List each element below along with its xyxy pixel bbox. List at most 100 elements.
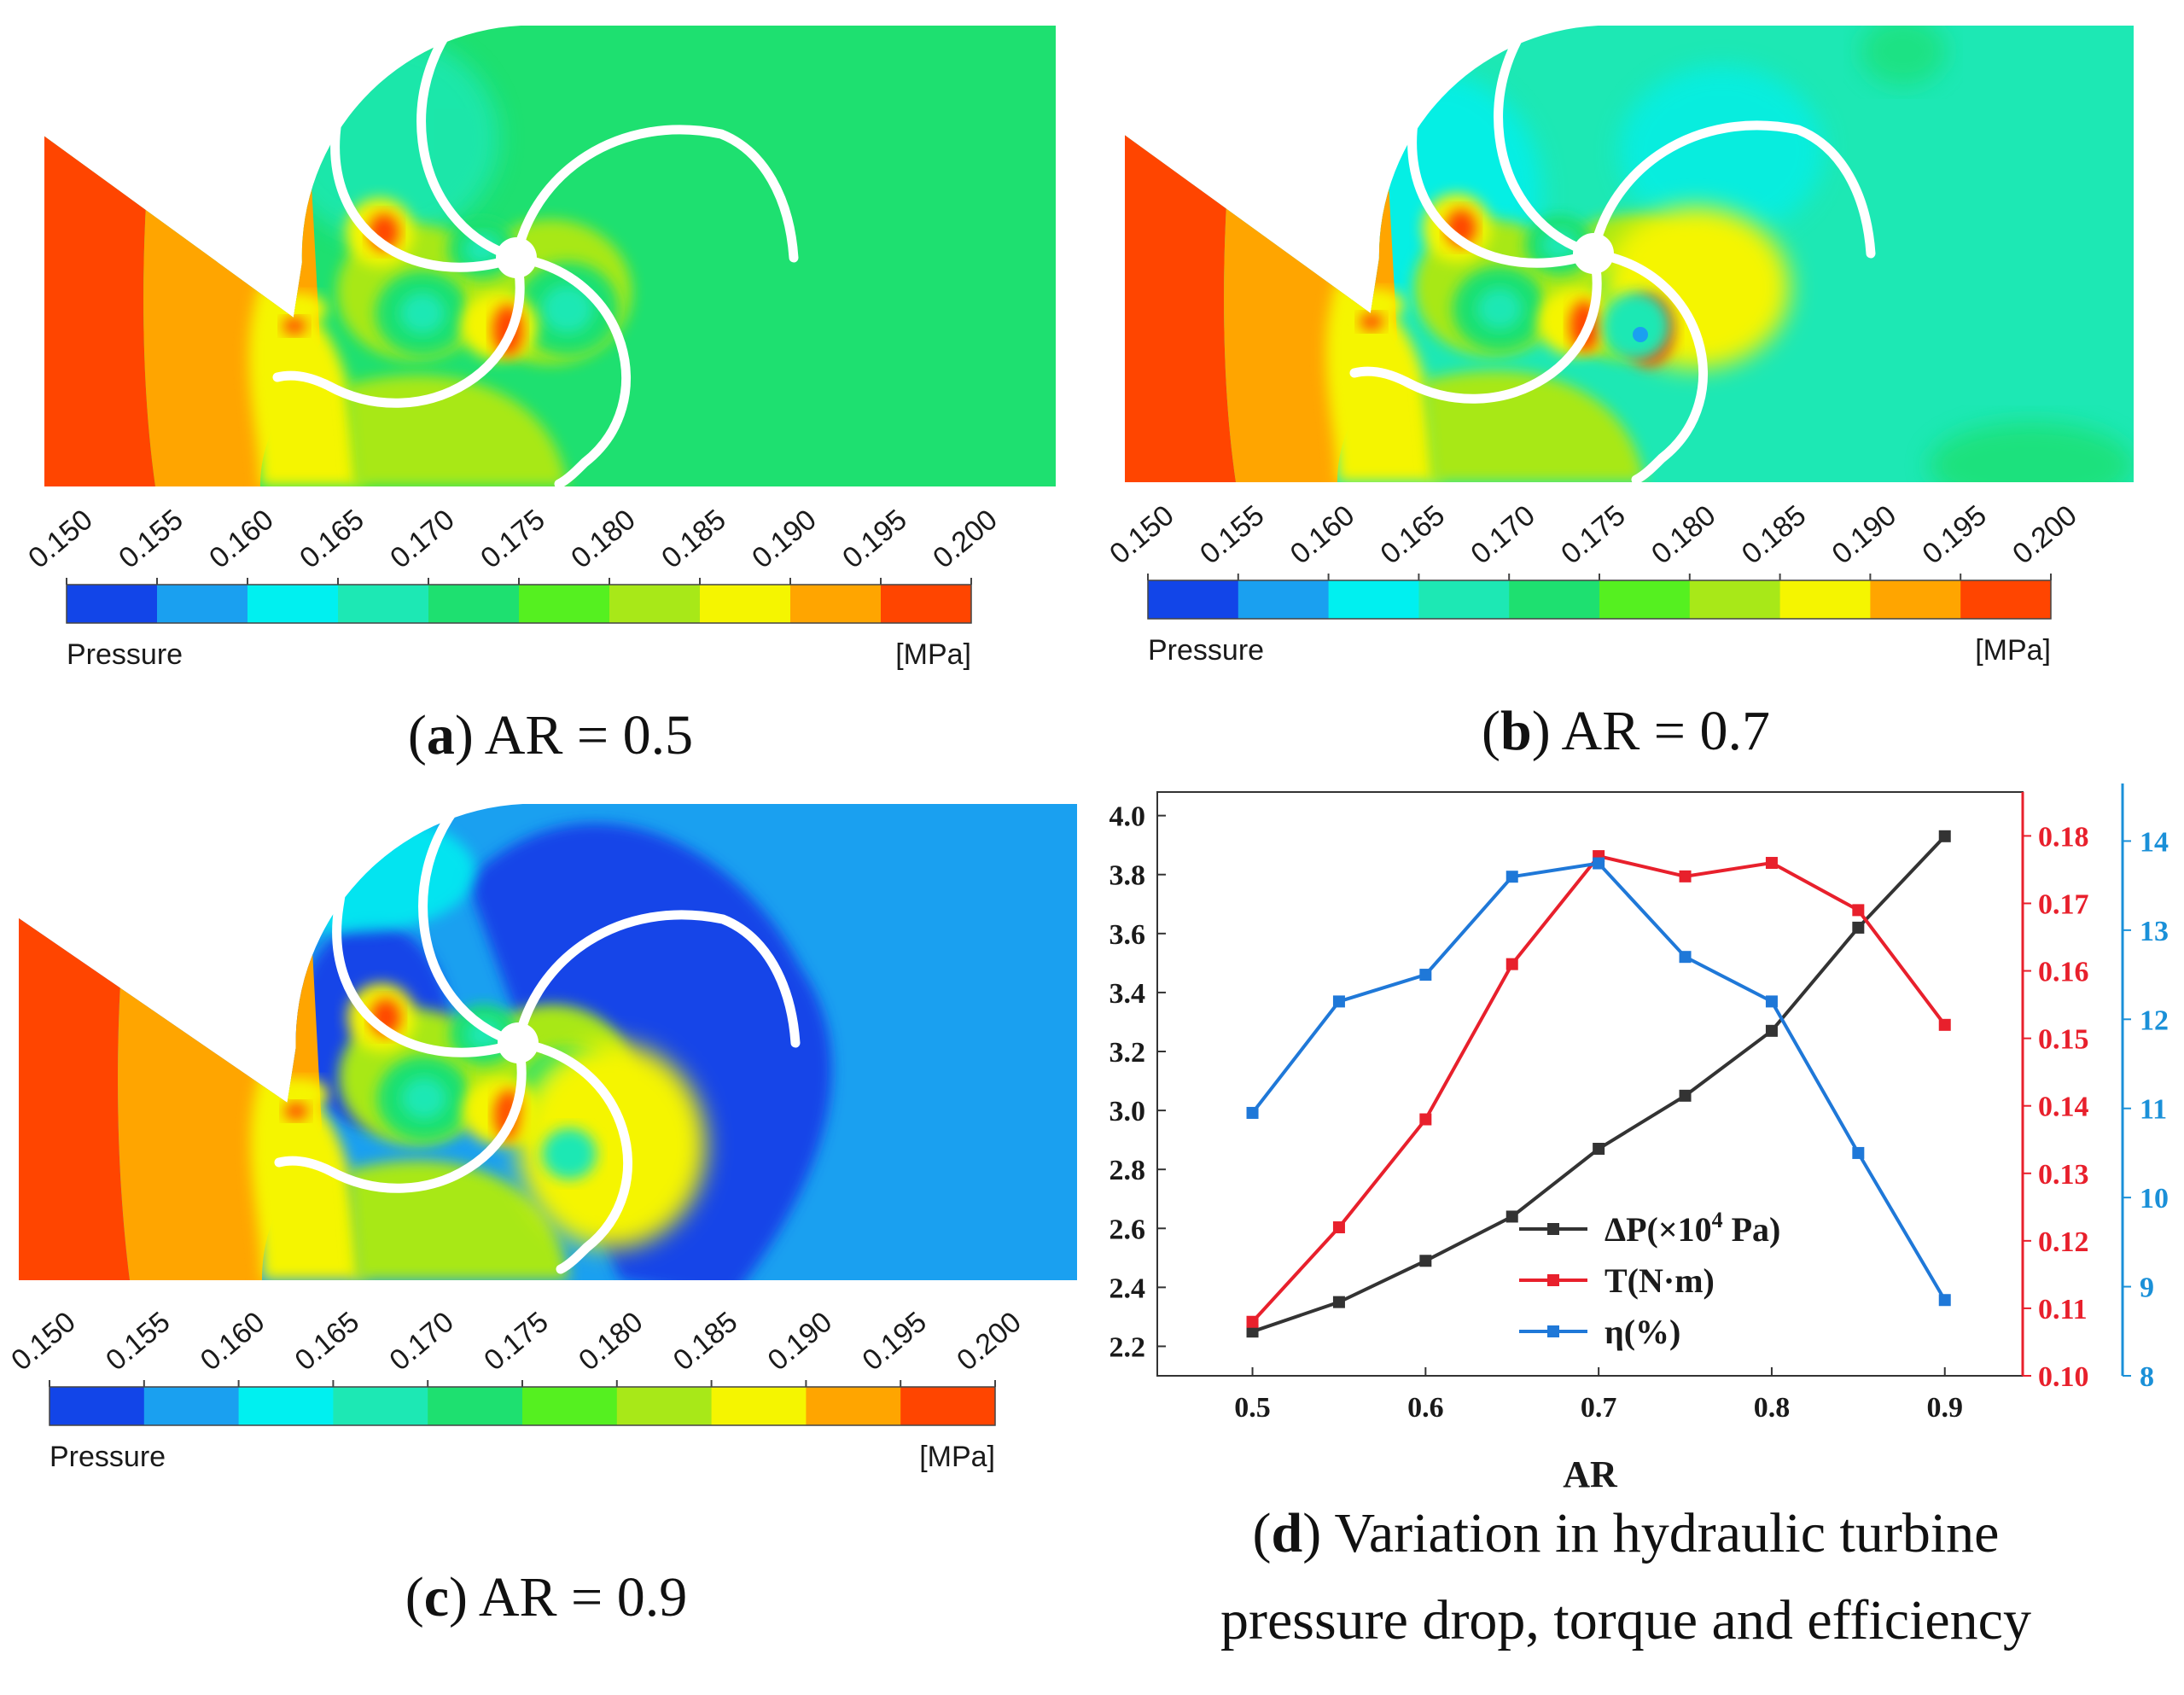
data-point xyxy=(1506,871,1518,883)
colorbar-tick-label: 0.175 xyxy=(478,1306,555,1378)
data-point xyxy=(1679,870,1692,882)
pressure-legend: 0.150 0.155 0.160 0.165 0.170 0.175 0.180 0.185… xyxy=(5,1306,1028,1473)
pressure-axis-tick: 2.8 xyxy=(1109,1155,1146,1186)
panel-caption: (a) AR = 0.5 xyxy=(408,704,693,766)
impeller-blade xyxy=(1407,69,1599,268)
colorbar-segment xyxy=(238,1387,334,1425)
colorbar-tick-label: 0.160 xyxy=(203,504,280,575)
colorbar-segment xyxy=(338,585,429,623)
torque-axis-tick: 0.18 xyxy=(2038,821,2089,853)
colorbar-tick-label: 0.160 xyxy=(195,1306,271,1378)
colorbar-tick-label: 0.170 xyxy=(384,504,461,575)
pressure-field xyxy=(44,26,1056,486)
data-point xyxy=(1506,958,1518,970)
chart-caption-line1: (d) Variation in hydraulic turbine xyxy=(1253,1502,2000,1564)
impeller-hub xyxy=(496,237,537,278)
colorbar-tick-label: 0.175 xyxy=(1555,499,1632,571)
colorbar-segment xyxy=(333,1387,428,1425)
legend-label: η(%) xyxy=(1605,1313,1680,1351)
impeller-blade xyxy=(418,754,591,1048)
legend-entry: T(N·m) xyxy=(1519,1261,1715,1300)
colorbar-tick-label: 0.170 xyxy=(1465,499,1541,571)
torque-axis-tick: 0.14 xyxy=(2038,1092,2089,1123)
contour-panel-b: 0.150 0.155 0.160 0.165 0.170 0.175 0.180 0.185… xyxy=(1104,0,2134,667)
impeller-blade xyxy=(1349,248,1602,404)
x-axis-tick: 0.5 xyxy=(1234,1392,1271,1424)
pressure-axis-tick: 3.0 xyxy=(1109,1096,1146,1127)
colorbar-tick-label: 0.190 xyxy=(762,1306,839,1378)
colorbar-segment xyxy=(1870,580,1961,619)
impeller-blade xyxy=(330,73,521,272)
pressure-axis-tick: 2.6 xyxy=(1109,1214,1146,1245)
pressure-axis-tick: 3.8 xyxy=(1109,860,1146,892)
data-point xyxy=(1938,830,1951,842)
colorbar-tick-label: 0.160 xyxy=(1284,499,1361,571)
colorbar-segment xyxy=(900,1387,996,1425)
colorbar-tick-label: 0.185 xyxy=(667,1306,744,1378)
colorbar-tick-label: 0.200 xyxy=(927,504,1004,575)
legend-name: Pressure xyxy=(1148,634,1264,667)
data-point xyxy=(1246,1325,1259,1338)
panel-caption: (b) AR = 0.7 xyxy=(1482,700,1770,762)
x-axis-tick: 0.9 xyxy=(1926,1392,1963,1424)
colorbar-segment xyxy=(1328,580,1419,619)
colorbar-tick-label: 0.150 xyxy=(5,1306,82,1378)
colorbar-tick-label: 0.180 xyxy=(565,504,642,575)
data-point xyxy=(1506,1210,1518,1223)
colorbar-segment xyxy=(428,585,520,623)
data-point xyxy=(1593,1143,1605,1155)
colorbar-segment xyxy=(1238,580,1330,619)
legend-label: T(N·m) xyxy=(1605,1261,1715,1300)
colorbar-segment xyxy=(50,1387,145,1425)
data-point xyxy=(1765,857,1778,870)
torque-axis-tick: 0.15 xyxy=(2038,1024,2089,1056)
series-1 xyxy=(1246,850,1951,1328)
pressure-legend: 0.150 0.155 0.160 0.165 0.170 0.175 0.180 0.185… xyxy=(22,504,1004,671)
pressure-contour-panels: 0.150 0.155 0.160 0.165 0.170 0.175 0.180 0.185… xyxy=(5,0,2134,1473)
panel-captions: (a) AR = 0.5 (b) AR = 0.7 (c) AR = 0.9 (d) … xyxy=(405,700,2031,1651)
colorbar-tick-label: 0.170 xyxy=(383,1306,460,1378)
data-point xyxy=(1765,1024,1778,1037)
data-point xyxy=(1938,1018,1951,1031)
impeller-blade xyxy=(1494,0,1599,259)
colorbar-segment xyxy=(519,585,610,623)
colorbar-segment xyxy=(790,585,882,623)
colorbar-segment xyxy=(609,585,701,623)
data-point xyxy=(1679,1089,1692,1102)
colorbar-segment xyxy=(1509,580,1600,619)
colorbar-segment xyxy=(711,1387,807,1425)
colorbar-tick-label: 0.185 xyxy=(1736,499,1813,571)
data-point xyxy=(1593,857,1605,870)
impeller-blade xyxy=(513,910,801,1048)
torque-axis-tick: 0.12 xyxy=(2038,1226,2089,1258)
legend-name: Pressure xyxy=(50,1441,166,1473)
colorbar-tick-label: 0.155 xyxy=(100,1306,177,1378)
colorbar-tick-label: 0.195 xyxy=(1916,499,1993,571)
colorbar-tick-label: 0.185 xyxy=(655,504,732,575)
efficiency-axis-tick: 10 xyxy=(2140,1183,2169,1214)
legend-unit: [MPa] xyxy=(1975,634,2051,667)
colorbar-tick-label: 0.190 xyxy=(1826,499,1903,571)
colorbar-tick-label: 0.165 xyxy=(294,504,370,575)
colorbar-segment xyxy=(248,585,339,623)
data-point xyxy=(1246,1315,1259,1328)
legend-unit: [MPa] xyxy=(895,638,971,671)
data-point xyxy=(1852,921,1865,934)
x-axis-label: AR xyxy=(1563,1453,1618,1495)
impeller-blade xyxy=(1588,248,1708,485)
efficiency-axis-tick: 9 xyxy=(2140,1273,2154,1304)
colorbar-tick-label: 0.165 xyxy=(1375,499,1452,571)
impeller-blade xyxy=(513,1038,632,1274)
colorbar-segment xyxy=(806,1387,901,1425)
efficiency-axis-tick: 13 xyxy=(2140,916,2169,947)
colorbar-segment xyxy=(700,585,791,623)
colorbar-segment xyxy=(616,1387,713,1425)
pressure-axis-tick: 2.4 xyxy=(1109,1273,1146,1304)
data-point xyxy=(1246,1106,1259,1119)
torque-axis-tick: 0.11 xyxy=(2038,1294,2088,1325)
colorbar-segment xyxy=(1689,580,1781,619)
data-point xyxy=(1679,951,1692,964)
efficiency-axis-tick: 14 xyxy=(2140,826,2169,858)
colorbar-segment xyxy=(1148,580,1239,619)
performance-chart: 2.2 2.4 2.6 2.8 3.0 3.2 3.4 3.6 3.8 4.0 0.10 0.11 0.… xyxy=(1109,783,2169,1495)
